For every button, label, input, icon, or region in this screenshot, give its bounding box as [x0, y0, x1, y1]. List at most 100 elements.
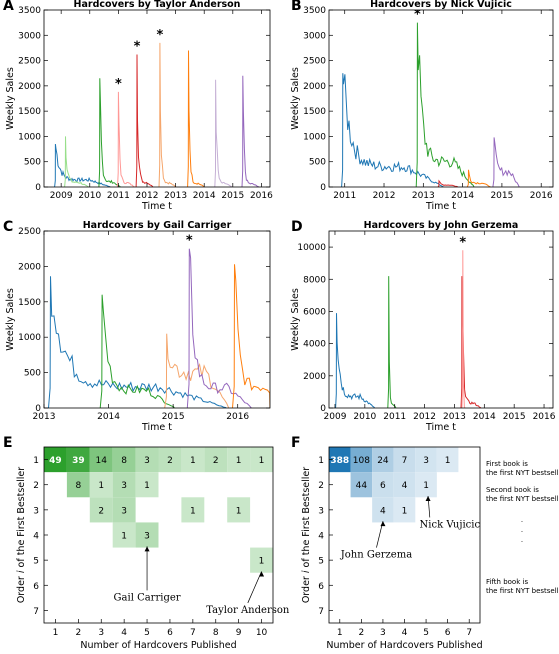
y-tick-label: 1000: [18, 132, 41, 142]
panel-label: C: [3, 219, 13, 235]
heatmap-cell: [227, 447, 251, 473]
annotation-label: Nick Vujicic: [420, 519, 481, 530]
heatmap-cell: [112, 497, 136, 523]
annotation-arrowhead: [380, 521, 386, 527]
heatmap-cell: [112, 472, 136, 498]
heatmap-cell: [89, 472, 113, 498]
panel-label: A: [3, 0, 14, 14]
y-tick-label: 10000: [297, 243, 326, 253]
cell-value: 1: [144, 481, 150, 491]
cell-value: 1: [190, 456, 196, 466]
y-tick-label: 5: [318, 557, 324, 567]
y-axis-label: Weekly Sales: [290, 288, 301, 351]
y-tick-label: 6: [33, 582, 39, 592]
y-tick-label: 3500: [303, 6, 326, 16]
y-tick-label: 2: [33, 481, 39, 491]
heatmap-cell: [135, 522, 159, 548]
x-tick-label: 7: [190, 628, 196, 638]
series-line: [54, 143, 111, 187]
heatmap-cell: [372, 472, 394, 498]
cell-value: 8: [75, 481, 81, 491]
cell-value: 4: [402, 481, 408, 491]
y-tick-label: 1000: [303, 132, 326, 142]
panel-E: 49 39 14 8 3 2 1 2 1 1 8 1 3 1 2 3 1 1 1 3 1 1 2 3 4 5 6 7 8 9 10 1 2 3 4 5…: [16, 446, 290, 651]
panel-label: F: [291, 435, 301, 451]
heatmap-cell: [415, 472, 437, 498]
cell-value: 24: [377, 456, 389, 466]
heatmap-cell: [350, 472, 373, 498]
heatmap-cell: [329, 447, 351, 473]
heatmap-cell: [181, 447, 205, 473]
heatmap-cell: [204, 447, 228, 473]
y-tick-label: 4: [33, 532, 39, 542]
x-tick-label: 2015: [162, 412, 185, 422]
x-tick-label: 3: [98, 628, 104, 638]
cell-value: 3: [121, 481, 127, 491]
series-line: [164, 333, 230, 408]
x-tick-label: 2016: [250, 191, 273, 201]
series-line: [117, 91, 135, 187]
y-tick-label: 3: [33, 506, 39, 516]
heatmap-cell: [112, 522, 136, 548]
cell-value: 1: [402, 506, 408, 516]
x-tick-label: 3: [380, 628, 386, 638]
side-note: the first NYT bestseller: [486, 495, 559, 503]
x-tick-label: 2015: [490, 191, 513, 201]
cell-value: 3: [144, 532, 150, 542]
series-line: [492, 137, 520, 187]
y-tick-label: 4000: [303, 340, 326, 350]
heatmap-cell: [135, 447, 159, 473]
y-tick-label: 7: [33, 607, 39, 617]
x-tick-label: 8: [213, 628, 219, 638]
cell-value: 39: [72, 456, 85, 466]
panel-label: B: [291, 0, 302, 14]
x-tick-label: 2014: [473, 412, 496, 422]
y-tick-label: 1000: [18, 333, 41, 343]
axes-frame: [328, 230, 554, 409]
series-line: [437, 179, 459, 187]
x-tick-label: 2015: [221, 191, 244, 201]
cell-value: 1: [236, 456, 242, 466]
heatmap-cell: [436, 447, 459, 473]
y-tick-label: 1500: [18, 107, 41, 117]
y-axis-label: Order i of the First Bestseller: [301, 467, 312, 603]
series-line: [466, 169, 491, 187]
annotation-arrowhead: [144, 546, 150, 552]
plot-area: *: [48, 234, 270, 408]
x-tick-label: 2010: [353, 412, 376, 422]
cell-value: 14: [96, 456, 108, 466]
plot-area: * * *: [54, 28, 260, 187]
series-line: [387, 276, 397, 408]
x-tick-label: 4: [121, 628, 127, 638]
x-tick-label: 2015: [503, 412, 526, 422]
heatmap-cell: [112, 447, 136, 473]
y-tick-label: 6: [318, 582, 324, 592]
x-tick-label: 2013: [33, 412, 56, 422]
y-tick-label: 1500: [18, 298, 41, 308]
y-tick-label: 1: [318, 456, 324, 466]
x-tick-label: 2014: [193, 191, 216, 201]
heatmap-cell: [393, 497, 416, 523]
x-axis-label: Time t: [141, 422, 172, 433]
plot-area: *: [341, 10, 520, 187]
x-tick-label: 2016: [533, 412, 556, 422]
annotation-label: Taylor Anderson: [206, 605, 290, 616]
panel-A: * * * 2009 2010 2011 2012 2013 2014 2015 2016 0 500 1…: [5, 0, 273, 212]
cell-value: 4: [380, 506, 386, 516]
cell-value: 1: [259, 456, 265, 466]
cell-value: 6: [380, 481, 386, 491]
side-note: Fifth book is: [486, 578, 528, 586]
series-line: [158, 42, 177, 187]
chart-title: Hardcovers by Nick Vujicic: [370, 0, 512, 10]
y-tick-label: 500: [24, 158, 41, 168]
series-line: [135, 54, 154, 187]
heatmap-cell: [66, 447, 90, 473]
y-tick-label: 5: [33, 557, 39, 567]
series-line: [48, 276, 227, 408]
series-line: [415, 22, 475, 187]
annotation-label: Gail Carriger: [114, 592, 181, 603]
x-tick-label: 2012: [136, 191, 159, 201]
cell-value: 1: [423, 481, 429, 491]
axes-frame: [43, 9, 271, 188]
y-tick-label: 0: [320, 404, 326, 414]
